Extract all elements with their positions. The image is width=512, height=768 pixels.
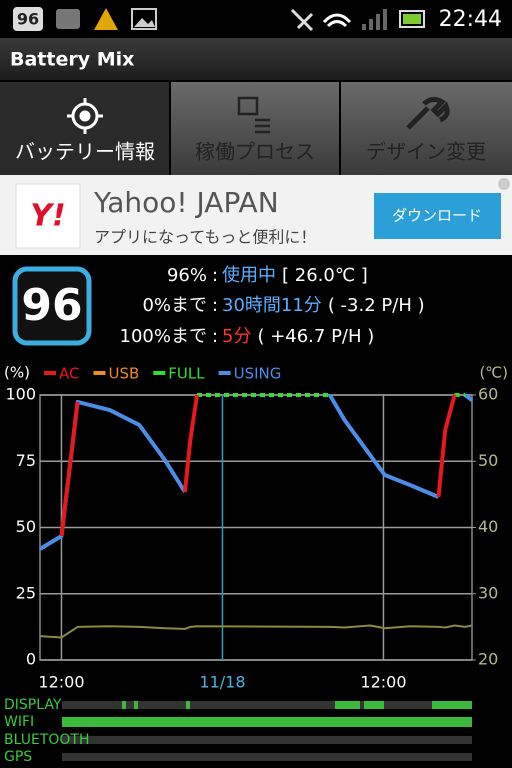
ad-button[interactable]	[374, 193, 501, 239]
temperature-line	[39, 624, 473, 639]
legend-label: USING	[234, 365, 282, 383]
level-line	[59, 394, 457, 537]
tab-label[interactable]: バッテリー情報	[15, 140, 155, 164]
x-tick-label: 12:00	[360, 673, 406, 692]
ad-logo: Y!	[30, 199, 65, 234]
row-label: 0%まで	[142, 295, 207, 316]
display-on	[432, 701, 472, 709]
image-icon-shape	[134, 18, 155, 27]
ad-title: Yahoo! JAPAN	[93, 186, 279, 219]
image-icon	[131, 8, 157, 30]
legend-label: FULL	[168, 365, 205, 383]
y2-tick-label: 30	[478, 583, 498, 602]
tab-icon-target	[67, 98, 103, 134]
display-on	[134, 701, 138, 709]
activity-label: GPS	[4, 749, 32, 765]
tab-icon-list	[237, 96, 270, 134]
row-detail: ( -3.2 P/H )	[328, 295, 425, 316]
activity-track	[62, 736, 472, 744]
status-badge: 96	[17, 10, 39, 29]
activity-track	[62, 753, 472, 761]
y2-tick-label: 60	[478, 385, 498, 404]
level-badge-frame	[12, 266, 92, 346]
signal	[376, 14, 380, 30]
signal	[362, 24, 366, 30]
warning-icon	[94, 8, 118, 30]
level-badge: 96	[21, 280, 82, 331]
activity-label: DISPLAY	[4, 697, 62, 713]
app-bar	[0, 38, 512, 80]
row-label: 100%まで	[120, 326, 207, 347]
battery-icon	[399, 10, 425, 28]
display-on	[335, 701, 360, 709]
rotate-icon	[290, 8, 314, 32]
x-tick-label: 12:00	[38, 673, 84, 692]
y-tick-label: 50	[16, 517, 36, 536]
tab-label[interactable]: デザイン変更	[366, 140, 486, 164]
activity-track	[62, 701, 472, 709]
row-sep: :	[212, 295, 218, 316]
wifi-on	[62, 717, 472, 727]
legend-label: AC	[59, 365, 79, 383]
row-value: 使用中	[222, 265, 276, 286]
y2-tick-label: 50	[478, 451, 498, 470]
ad-info[interactable]	[498, 178, 510, 190]
activity-label: BLUETOOTH	[4, 732, 89, 748]
row-sep: :	[212, 265, 218, 286]
signal	[383, 9, 387, 30]
y-tick-label: 75	[16, 451, 36, 470]
y2-tick-label: 20	[478, 650, 498, 669]
battery-rows: 96%: 使用中[ 26.0℃ ]0%まで:30時間11分( -3.2 P/H )…	[120, 265, 425, 347]
display-on	[364, 701, 384, 709]
chart: 0 25 50 75 100 20 30 40 50 60 12:00 11/18 12:00 (%) (℃…	[4, 364, 508, 692]
display-on	[186, 701, 190, 709]
y2-tick-label: 40	[478, 517, 498, 536]
row-value: 30時間11分	[222, 295, 322, 316]
tab[interactable]	[341, 82, 512, 175]
row-value: 5分	[222, 326, 251, 347]
wifi-icon	[322, 13, 352, 28]
status-bar	[0, 0, 512, 38]
y-tick-label: 100	[5, 385, 36, 404]
x-tick-label: 11/18	[199, 673, 245, 692]
display-on	[122, 701, 126, 709]
tab-icon-wrench	[406, 96, 450, 130]
row-detail: ( +46.7 P/H )	[257, 326, 374, 347]
activity-label: WIFI	[4, 714, 34, 730]
ad-logo-bg	[15, 183, 81, 249]
row-sep: :	[212, 326, 218, 347]
tab-label[interactable]: 稼働プロセス	[195, 140, 315, 164]
status-badge-bg	[13, 7, 43, 31]
row-detail: [ 26.0℃ ]	[282, 265, 368, 286]
ad-button-label[interactable]: ダウンロード	[392, 207, 482, 225]
legend-label: USB	[108, 365, 139, 383]
signal	[369, 19, 373, 30]
ad-subtitle: アプリになってもっと便利に！	[94, 228, 316, 247]
y-tick-label: 25	[16, 583, 36, 602]
level-line	[38, 393, 474, 551]
y-axis-label: (%)	[4, 364, 30, 382]
y2-axis-label: (℃)	[479, 364, 508, 382]
row-label: 96%	[167, 265, 207, 286]
y-tick-label: 0	[26, 650, 36, 669]
icon	[56, 9, 80, 29]
status-time: 22:44	[439, 7, 502, 32]
app-title: Battery Mix	[10, 49, 134, 71]
battery-icon-fill	[403, 14, 421, 24]
